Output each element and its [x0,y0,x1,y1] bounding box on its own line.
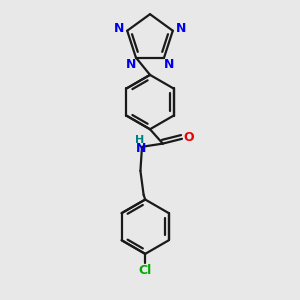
Text: N: N [126,58,136,71]
Text: N: N [176,22,186,35]
Text: N: N [164,58,174,71]
Text: N: N [136,142,146,154]
Text: H: H [135,135,144,145]
Text: O: O [183,131,194,144]
Text: Cl: Cl [139,264,152,277]
Text: N: N [114,22,124,35]
